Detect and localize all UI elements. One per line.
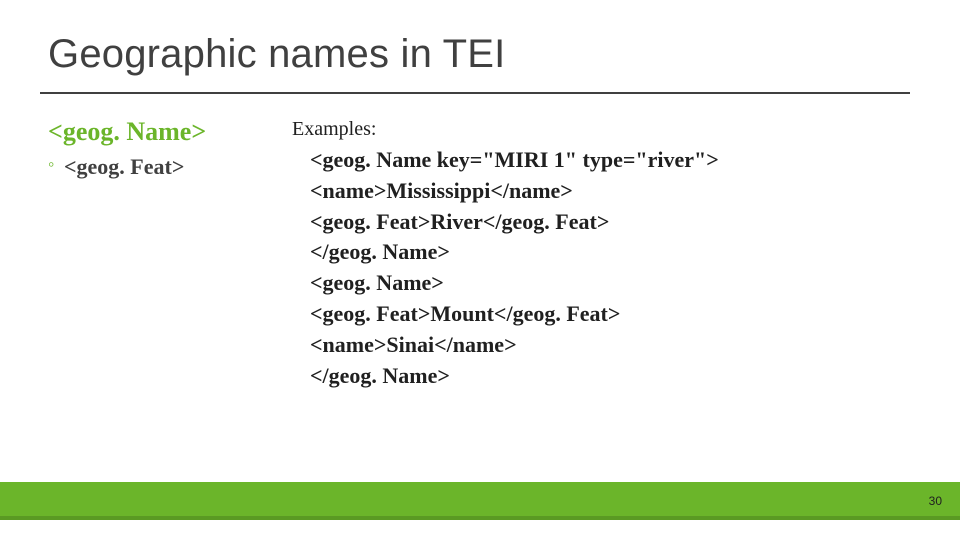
element-geogname: <geog. Name>	[48, 116, 278, 147]
example-line: <geog. Feat>River</geog. Feat>	[292, 207, 912, 238]
page-number: 30	[929, 494, 942, 508]
page-title: Geographic names in TEI	[48, 32, 505, 77]
example-line: <name>Sinai</name>	[292, 330, 912, 361]
example-line: </geog. Name>	[292, 237, 912, 268]
right-column: Examples: <geog. Name key="MIRI 1" type=…	[292, 118, 912, 391]
example-line: </geog. Name>	[292, 361, 912, 392]
example-line: <geog. Feat>Mount</geog. Feat>	[292, 299, 912, 330]
bottom-bar	[0, 482, 960, 516]
left-column: <geog. Name> <geog. Feat>	[48, 116, 278, 182]
slide: Geographic names in TEI <geog. Name> <ge…	[0, 0, 960, 540]
examples-label: Examples:	[292, 118, 912, 141]
title-underline	[40, 92, 910, 94]
example-line: <geog. Name key="MIRI 1" type="river">	[292, 145, 912, 176]
example-line: <name>Mississippi</name>	[292, 176, 912, 207]
example-line: <geog. Name>	[292, 268, 912, 299]
bottom-bar-edge	[0, 516, 960, 520]
element-geogfeat: <geog. Feat>	[48, 153, 278, 182]
